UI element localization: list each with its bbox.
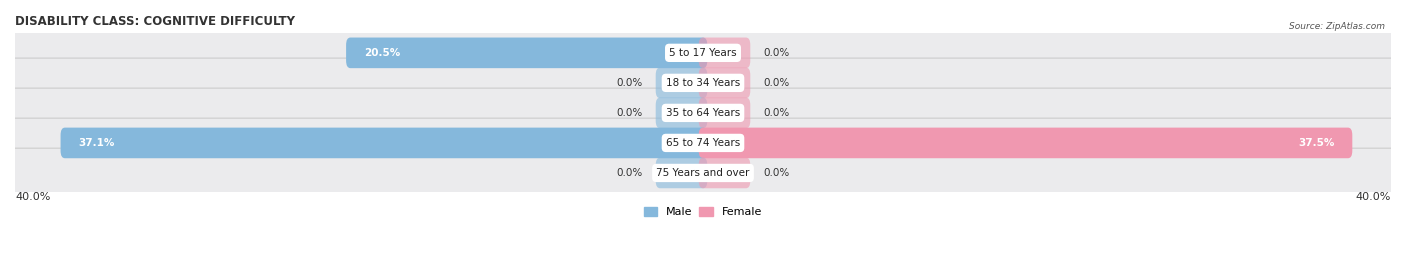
FancyBboxPatch shape	[8, 58, 1398, 108]
Text: 35 to 64 Years: 35 to 64 Years	[666, 108, 740, 118]
Text: 5 to 17 Years: 5 to 17 Years	[669, 48, 737, 58]
Text: 65 to 74 Years: 65 to 74 Years	[666, 138, 740, 148]
FancyBboxPatch shape	[699, 158, 751, 188]
Text: 0.0%: 0.0%	[763, 108, 789, 118]
Text: 0.0%: 0.0%	[763, 48, 789, 58]
FancyBboxPatch shape	[655, 158, 707, 188]
Text: 37.1%: 37.1%	[79, 138, 115, 148]
Text: 0.0%: 0.0%	[617, 78, 643, 88]
Text: 37.5%: 37.5%	[1298, 138, 1334, 148]
Text: Source: ZipAtlas.com: Source: ZipAtlas.com	[1289, 22, 1385, 30]
FancyBboxPatch shape	[699, 68, 751, 98]
Text: 0.0%: 0.0%	[763, 78, 789, 88]
Text: DISABILITY CLASS: COGNITIVE DIFFICULTY: DISABILITY CLASS: COGNITIVE DIFFICULTY	[15, 15, 295, 28]
FancyBboxPatch shape	[60, 128, 707, 158]
FancyBboxPatch shape	[699, 38, 751, 68]
FancyBboxPatch shape	[655, 68, 707, 98]
Text: 0.0%: 0.0%	[617, 168, 643, 178]
FancyBboxPatch shape	[699, 128, 1353, 158]
Legend: Male, Female: Male, Female	[640, 203, 766, 222]
Text: 18 to 34 Years: 18 to 34 Years	[666, 78, 740, 88]
Text: 0.0%: 0.0%	[617, 108, 643, 118]
Text: 40.0%: 40.0%	[1355, 192, 1391, 201]
FancyBboxPatch shape	[699, 98, 751, 128]
Text: 20.5%: 20.5%	[364, 48, 401, 58]
Text: 75 Years and over: 75 Years and over	[657, 168, 749, 178]
FancyBboxPatch shape	[8, 118, 1398, 168]
FancyBboxPatch shape	[655, 98, 707, 128]
FancyBboxPatch shape	[8, 28, 1398, 78]
FancyBboxPatch shape	[346, 38, 707, 68]
Text: 40.0%: 40.0%	[15, 192, 51, 201]
FancyBboxPatch shape	[8, 88, 1398, 138]
FancyBboxPatch shape	[8, 148, 1398, 198]
Text: 0.0%: 0.0%	[763, 168, 789, 178]
